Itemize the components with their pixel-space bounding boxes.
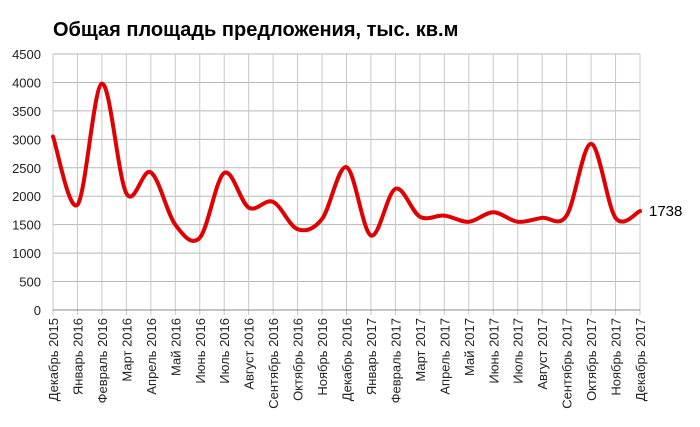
x-tick-label: Декабрь 2015 — [46, 318, 61, 401]
chart-grid — [52, 53, 641, 315]
x-tick-label: Март 2016 — [119, 318, 134, 382]
x-tick-label: Июль 2016 — [217, 318, 232, 384]
x-tick-label: Октябрь 2016 — [291, 318, 306, 401]
y-tick-label: 2500 — [12, 161, 41, 176]
x-tick-label: Февраль 2017 — [388, 318, 403, 403]
y-tick-label: 3000 — [12, 132, 41, 147]
y-tick-label: 4000 — [12, 75, 41, 90]
x-tick-label: Ноябрь 2017 — [609, 318, 624, 396]
x-tick-label: Июнь 2016 — [193, 318, 208, 384]
x-tick-label: Август 2016 — [242, 318, 257, 390]
x-tick-label: Май 2016 — [168, 318, 183, 376]
x-tick-label: Июнь 2017 — [486, 318, 501, 384]
x-tick-label: Январь 2016 — [70, 318, 85, 395]
y-tick-label: 2000 — [12, 189, 41, 204]
x-tick-label: Июль 2017 — [511, 318, 526, 384]
x-tick-label: Сентябрь 2016 — [266, 318, 281, 409]
x-tick-label: Сентябрь 2017 — [560, 318, 575, 409]
x-tick-label: Август 2017 — [535, 318, 550, 390]
x-tick-label: Май 2017 — [462, 318, 477, 376]
x-tick-label: Апрель 2016 — [144, 318, 159, 395]
end-value-label: 1738 — [649, 203, 682, 220]
x-tick-label: Октябрь 2017 — [584, 318, 599, 401]
x-tick-label: Январь 2017 — [364, 318, 379, 395]
x-tick-label: Декабрь 2016 — [340, 318, 355, 401]
y-tick-label: 500 — [19, 275, 41, 290]
x-tick-label: Февраль 2016 — [95, 318, 110, 403]
y-tick-label: 1500 — [12, 218, 41, 233]
x-tick-label: Апрель 2017 — [437, 318, 452, 395]
x-tick-label: Декабрь 2017 — [633, 318, 648, 401]
y-axis-labels: 0 500 1000 1500 2000 2500 3000 3500 4000 4500 — [12, 47, 41, 318]
x-tick-label: Март 2017 — [413, 318, 428, 382]
y-tick-label: 1000 — [12, 246, 41, 261]
series-line — [51, 81, 642, 243]
x-tick-label: Ноябрь 2016 — [315, 318, 330, 396]
y-tick-label: 0 — [34, 303, 41, 318]
y-tick-label: 3500 — [12, 104, 41, 119]
chart-title: Общая площадь предложения, тыс. кв.м — [53, 19, 458, 41]
x-axis-labels: Декабрь 2015 Январь 2016 Февраль 2016 Март … — [46, 318, 648, 409]
y-tick-label: 4500 — [12, 47, 41, 62]
